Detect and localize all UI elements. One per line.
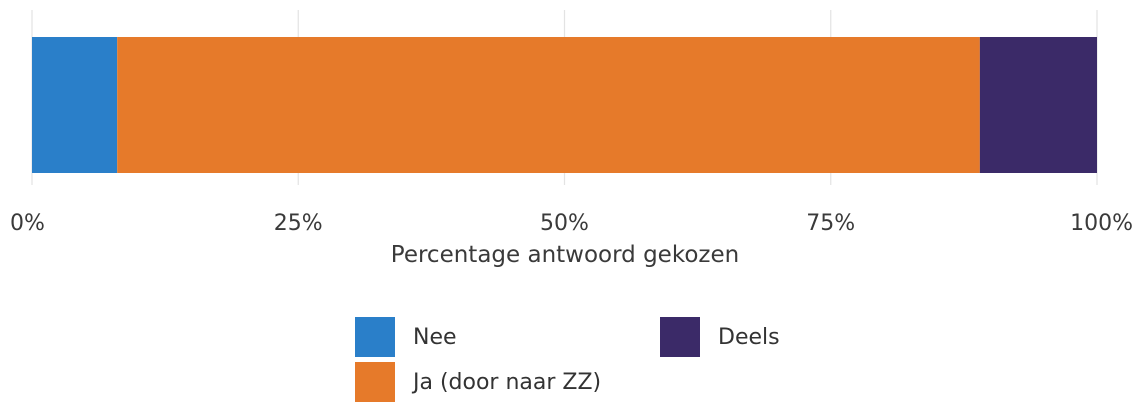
legend-swatch-nee xyxy=(355,317,395,357)
x-tick-labels: 0% 25% 50% 75% 100% xyxy=(10,211,1133,236)
legend-item-ja: Ja (door naar ZZ) xyxy=(355,362,601,402)
x-tick-label: 25% xyxy=(274,211,323,236)
legend-swatch-deels xyxy=(660,317,700,357)
x-axis-label: Percentage antwoord gekozen xyxy=(391,242,739,268)
bar-segment-deels xyxy=(979,37,1097,173)
bar-segment-nee xyxy=(32,37,118,173)
legend-label-nee: Nee xyxy=(413,324,457,350)
legend-label-deels: Deels xyxy=(718,324,780,350)
bar-segment-ja xyxy=(117,37,980,173)
legend-swatch-ja xyxy=(355,362,395,402)
x-tick-label: 75% xyxy=(806,211,855,236)
bar-segments xyxy=(32,37,1097,173)
x-tick-label: 100% xyxy=(1070,211,1133,236)
legend-label-ja: Ja (door naar ZZ) xyxy=(413,369,602,395)
x-tick-label: 50% xyxy=(540,211,589,236)
legend-item-deels: Deels xyxy=(660,317,780,357)
legend: Nee Deels Ja (door naar ZZ) xyxy=(355,315,855,402)
legend-item-nee: Nee xyxy=(355,317,457,357)
x-tick-label: 0% xyxy=(10,211,45,236)
stacked-bar-chart: 0% 25% 50% 75% 100% Percentage antwoord geko… xyxy=(10,10,1133,268)
